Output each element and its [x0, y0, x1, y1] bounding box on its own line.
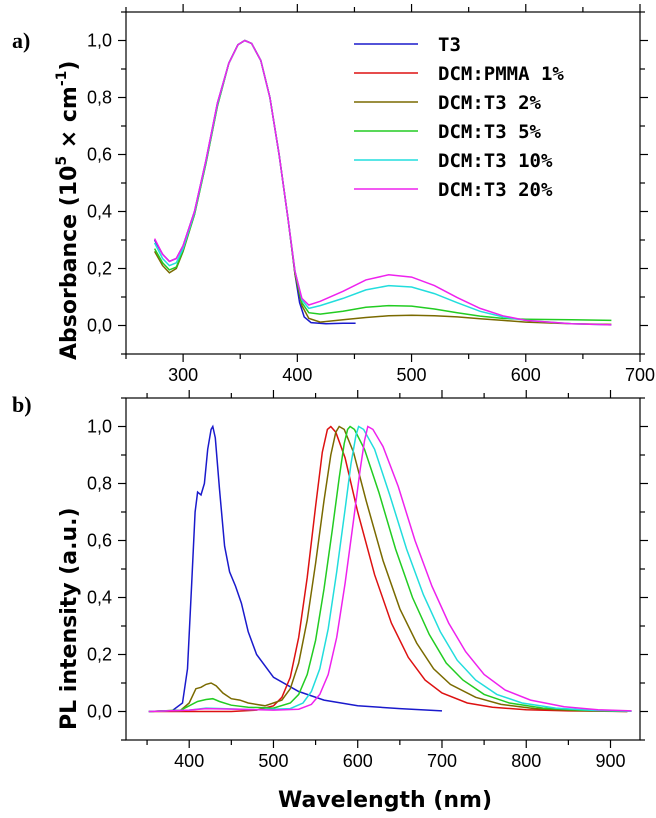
series-line-dcm-t3-2-	[148, 425, 628, 713]
y-tick-label: 0,4	[87, 202, 112, 222]
absorbance-y-axis-label: Absorbance (105 × cm-1)	[54, 61, 82, 360]
panel-a-label: a)	[12, 28, 30, 53]
y-tick-label: 0,8	[87, 88, 112, 108]
series-line-dcm-t3-20-	[148, 425, 632, 713]
panel-b-label: b)	[12, 392, 32, 417]
pl-x-axis-label: Wavelength (nm)	[278, 788, 492, 813]
series-line-dcm-pmma-1-	[148, 425, 628, 713]
x-tick-label: 400	[174, 751, 204, 771]
y-tick-label: 0,8	[87, 474, 112, 494]
legend-label: DCM:T3 2%	[438, 92, 542, 114]
x-tick-label: 700	[427, 751, 457, 771]
x-tick-label: 300	[168, 365, 198, 385]
legend-label: T3	[438, 34, 461, 56]
series-line-dcm-t3-10-	[148, 425, 632, 713]
y-tick-label: 0,0	[87, 702, 112, 722]
x-tick-label: 800	[511, 751, 541, 771]
x-tick-label: 600	[511, 365, 541, 385]
y-tick-label: 0,6	[87, 531, 112, 551]
y-tick-label: 0,0	[87, 316, 112, 336]
x-tick-label: 700	[625, 365, 655, 385]
y-tick-label: 0,6	[87, 145, 112, 165]
x-tick-label: 500	[397, 365, 427, 385]
legend-label: DCM:PMMA 1%	[438, 63, 564, 85]
y-tick-label: 1,0	[87, 417, 112, 437]
x-tick-label: 400	[282, 365, 312, 385]
pl-y-axis-label: PL intensity (a.u.)	[57, 507, 82, 730]
x-tick-label: 900	[595, 751, 625, 771]
y-tick-label: 0,2	[87, 645, 112, 665]
legend-label: DCM:T3 10%	[438, 150, 553, 172]
x-tick-label: 600	[343, 751, 373, 771]
y-tick-label: 1,0	[87, 31, 112, 51]
pl-plot-frame	[125, 397, 641, 741]
y-tick-label: 0,4	[87, 588, 112, 608]
absorbance-panel: a) 300 400 500 600 700 0,0 0,2 0,4 0,6 0,8 1,0 T3 D…	[12, 4, 655, 385]
legend-label: DCM:T3 5%	[438, 121, 542, 143]
y-tick-label: 0,2	[87, 259, 112, 279]
pl-panel: b) 400 500 600 700 800 9000,00,20,40,60,81,0 …	[12, 390, 648, 813]
series-line-dcm-t3-5-	[148, 425, 632, 713]
x-tick-label: 500	[258, 751, 288, 771]
series-line-dcm-t3-20-	[153, 39, 612, 326]
series-line-t3	[148, 424, 443, 713]
series-line-t3	[153, 39, 356, 325]
legend-label: DCM:T3 20%	[438, 179, 553, 201]
